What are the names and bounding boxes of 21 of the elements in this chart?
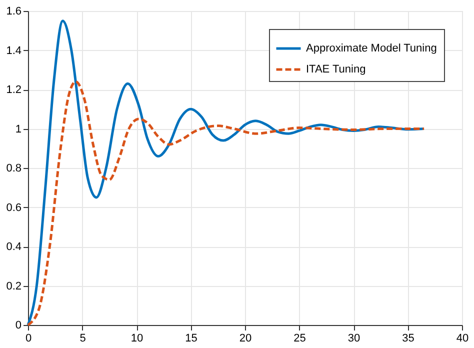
x-tick-label: 40 [456,332,469,344]
y-tick-label: 0.8 [6,162,22,174]
y-tick-label: 1.6 [6,6,22,18]
x-tick-label: 25 [294,332,306,344]
line-series [26,80,426,326]
y-tick-label: 0.4 [6,241,22,253]
x-tick-label: 5 [80,332,86,344]
x-tick-label: 0 [25,332,32,344]
x-tick-label: 20 [239,332,252,344]
y-tick-label: 0.6 [6,202,22,214]
x-tick-label: 30 [348,332,360,344]
x-tick-label: 10 [130,332,144,344]
y-tick-label: 0.2 [6,280,22,292]
legend-label: ITAE Tuning [306,64,366,76]
y-tick-label: 1.2 [6,84,22,96]
y-tick-label: 1 [15,123,22,136]
x-tick-label: 15 [185,332,198,344]
y-tick-label: 1.4 [6,44,22,57]
x-tick-label: 35 [402,332,414,344]
y-tick-label: 0 [15,320,22,332]
legend-label: Approximate Model Tuning [306,42,437,54]
